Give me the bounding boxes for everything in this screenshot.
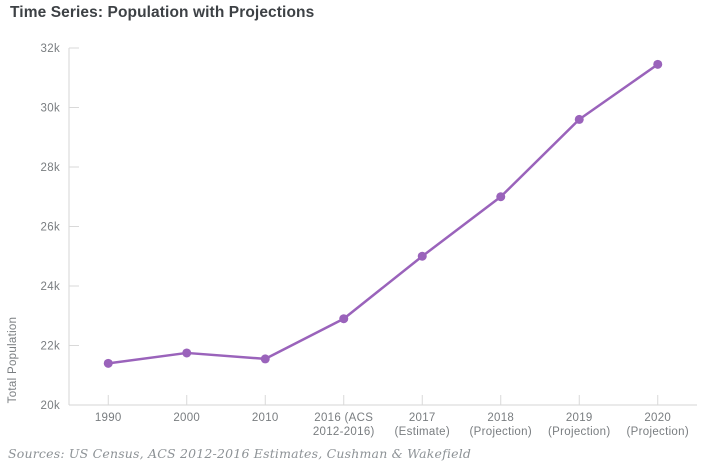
y-tick-label: 28k [41, 162, 60, 174]
y-tick-label: 22k [41, 341, 60, 353]
x-tick-label: 2019 (Projection) [548, 412, 610, 438]
series-line [107, 63, 659, 365]
data-point[interactable] [182, 348, 192, 358]
data-point[interactable] [260, 354, 270, 364]
data-point[interactable] [496, 192, 506, 202]
y-tick-label: 20k [41, 400, 60, 412]
x-tick-label: 2017 (Estimate) [395, 412, 450, 438]
x-tick-label: 1990 [95, 412, 122, 424]
x-tick-label: 2010 [252, 412, 279, 424]
chart-title: Time Series: Population with Projections [10, 4, 315, 21]
data-point[interactable] [103, 358, 113, 368]
y-tick-label: 32k [41, 43, 60, 55]
y-tick-label: 30k [41, 103, 60, 115]
y-tick-label: 26k [41, 222, 60, 234]
source-note: Sources: US Census, ACS 2012-2016 Estima… [8, 446, 472, 461]
data-point[interactable] [574, 114, 584, 124]
data-point[interactable] [417, 251, 427, 261]
x-tick-label: 2020 (Projection) [627, 412, 689, 438]
x-tick-label: 2000 [173, 412, 200, 424]
y-tick-label: 24k [41, 281, 60, 293]
data-point[interactable] [653, 59, 663, 69]
x-tick-label: 2016 (ACS 2012-2016) [313, 412, 375, 438]
y-axis-title: Total Population [7, 317, 19, 404]
data-point[interactable] [339, 314, 349, 324]
x-tick-label: 2018 (Projection) [470, 412, 532, 438]
